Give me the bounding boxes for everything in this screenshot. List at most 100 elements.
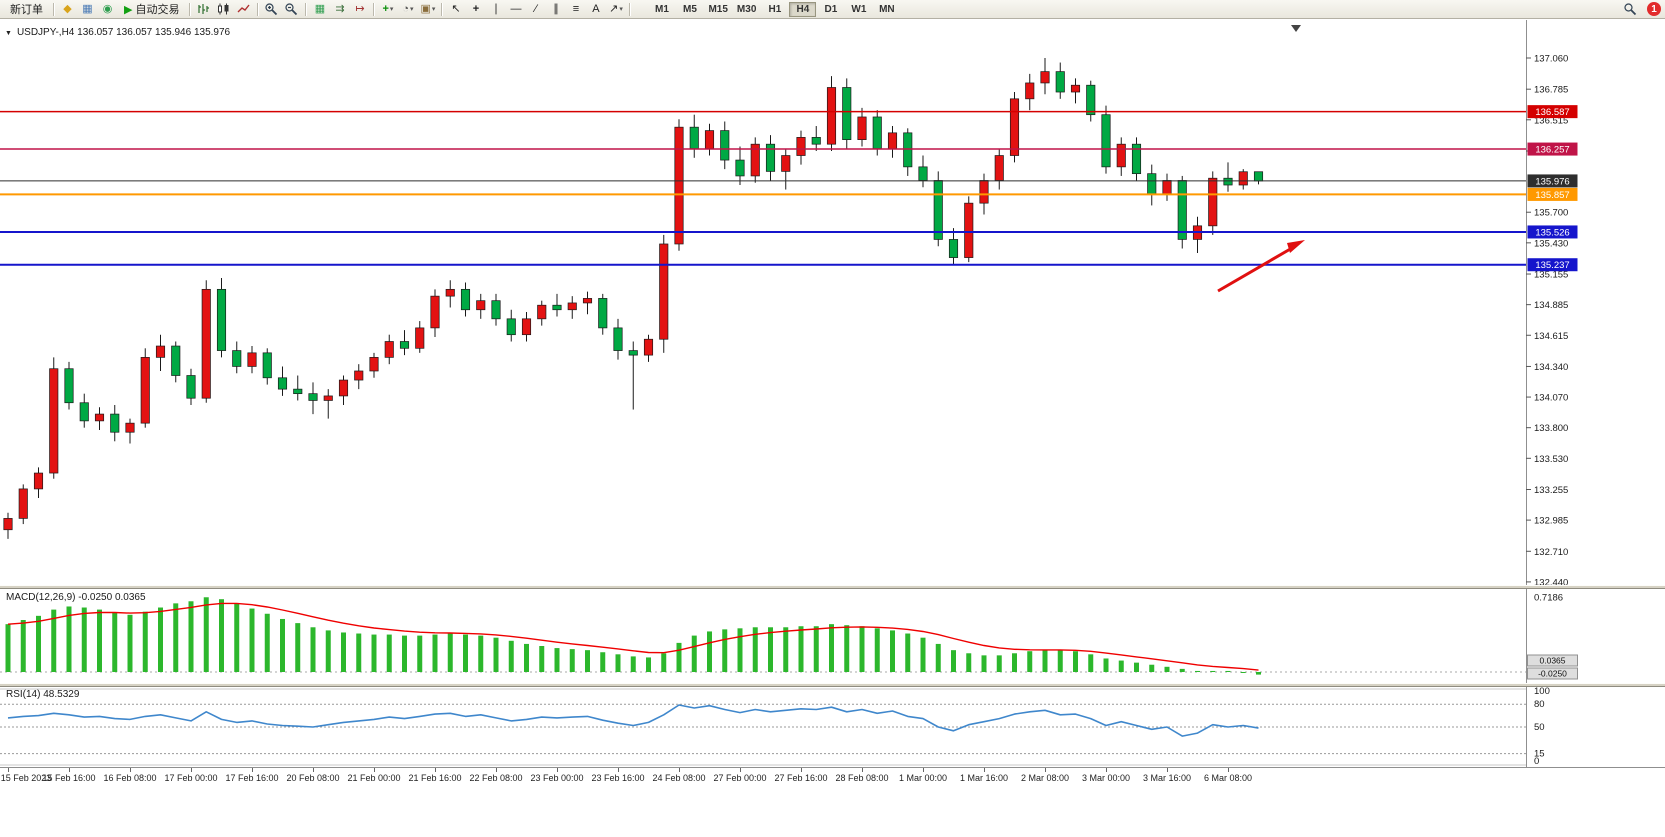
templates-icon[interactable]: ▣ ▾ (418, 1, 437, 17)
trendline-icon[interactable]: ∕ (526, 1, 545, 17)
community-icon[interactable]: ◉ (98, 1, 117, 17)
svg-text:136.515: 136.515 (1534, 115, 1568, 126)
rsi-panel[interactable]: 100 80 50 15 0 RSI(14) 48.5329 (0, 687, 1665, 767)
timeframe-h1-button[interactable]: H1 (768, 3, 782, 15)
timeframe-w1-button[interactable]: W1 (851, 3, 867, 15)
vertical-line-icon-glyph: ∣ (493, 2, 499, 15)
time-label: 17 Feb 00:00 (164, 773, 218, 783)
price-chart-panel[interactable]: 137.060136.785136.515136.240135.700135.4… (0, 20, 1665, 586)
zoom-in-icon (264, 2, 279, 16)
timeframe-m15-button[interactable]: M15 (708, 3, 728, 15)
time-label: 22 Feb 08:00 (469, 773, 523, 783)
rsi-axis[interactable]: 100 80 50 150 (1534, 687, 1550, 767)
data-window-icon[interactable]: ▦ (78, 1, 97, 17)
trendline-icon-glyph: ∕ (535, 2, 537, 15)
dropdown-caret-icon[interactable]: ▾ (389, 5, 394, 13)
time-tick (130, 768, 131, 772)
svg-text:135.976: 135.976 (1535, 176, 1569, 187)
trend-arrow-annotation[interactable] (1217, 240, 1305, 293)
time-label: 15 Feb 16:00 (42, 773, 96, 783)
arrows-icon[interactable]: ↗ ▾ (606, 1, 625, 17)
time-tick (374, 768, 375, 772)
svg-text:134.885: 134.885 (1534, 300, 1568, 311)
autotrading-glyph: ▶ (124, 3, 133, 16)
dropdown-caret-icon[interactable]: ▾ (431, 5, 436, 13)
equidistant-channel-icon-glyph: ∥ (553, 2, 559, 15)
time-tick (191, 768, 192, 772)
time-tick (435, 768, 436, 772)
tile-windows-icon[interactable]: ▦ (310, 1, 329, 17)
timeframe-d1-button[interactable]: D1 (824, 3, 838, 15)
time-label: 20 Feb 08:00 (286, 773, 340, 783)
toolbar-separator (305, 2, 307, 16)
svg-text:133.800: 133.800 (1534, 423, 1568, 434)
autotrading-button[interactable]: ▶ 自动交易 (118, 0, 185, 18)
price-chart-canvas[interactable]: 137.060136.785136.515136.240135.700135.4… (0, 20, 1665, 586)
timeframe-m1-button[interactable]: M1 (655, 3, 669, 15)
dropdown-caret-icon[interactable]: ▾ (619, 5, 623, 13)
time-axis[interactable]: 15 Feb 2023 15 Feb 16:00 16 Feb 08:00 17 Fe… (0, 767, 1665, 787)
time-tick (862, 768, 863, 772)
new-order-button[interactable]: 新订单 (4, 0, 49, 18)
svg-text:135.237: 135.237 (1535, 260, 1569, 271)
tile-windows-icon-glyph: ▦ (314, 2, 326, 15)
horizontal-level-lines[interactable] (0, 110, 1526, 266)
line-chart-icon[interactable] (234, 1, 253, 17)
equidistant-channel-icon[interactable]: ∥ (546, 1, 565, 17)
timeframe-h4-button[interactable]: H4 (789, 1, 817, 17)
svg-text:135.526: 135.526 (1535, 227, 1569, 238)
bars-chart-icon[interactable] (194, 1, 213, 17)
macd-panel[interactable]: 0.7186 0.0365 -0.0250 MACD(12,26,9) -0.025… (0, 589, 1665, 683)
panel-splitter[interactable] (0, 683, 1665, 687)
crosshair-icon[interactable]: + (466, 1, 485, 17)
candlestick-chart-icon (216, 2, 231, 16)
timeframe-m30-button[interactable]: M30 (736, 3, 757, 15)
time-tick (618, 768, 619, 772)
auto-scroll-icon-glyph: ⇉ (335, 2, 345, 15)
zoom-out-icon[interactable] (282, 1, 301, 17)
rsi-line (7, 704, 1259, 737)
svg-text:100: 100 (1534, 687, 1550, 697)
rsi-canvas[interactable]: 100 80 50 150 (0, 687, 1665, 767)
svg-text:-0.0250: -0.0250 (1538, 669, 1567, 679)
notification-badge[interactable]: 1 (1647, 2, 1661, 16)
cursor-icon-glyph: ↖ (451, 2, 461, 15)
toolbar-separator (189, 2, 191, 16)
time-label: 27 Feb 16:00 (774, 773, 828, 783)
zoom-in-icon[interactable] (262, 1, 281, 17)
horizontal-line-icon[interactable]: ― (506, 1, 525, 17)
time-label: 6 Mar 08:00 (1203, 773, 1253, 783)
macd-axis[interactable]: 0.7186 0.0365 -0.0250 (1527, 592, 1578, 680)
one-click-collapse-icon[interactable]: ▼ (5, 30, 12, 37)
fibonacci-icon-glyph: ≡ (572, 2, 580, 15)
time-label: 2 Mar 08:00 (1020, 773, 1070, 783)
fibonacci-icon[interactable]: ≡ (566, 1, 585, 17)
vertical-line-icon[interactable]: ∣ (486, 1, 505, 17)
periods-icon[interactable]: ◔ ▾ (398, 1, 417, 17)
candlesticks (3, 58, 1264, 539)
cursor-icon[interactable]: ↖ (446, 1, 465, 17)
chart-shift-marker-icon[interactable] (1291, 25, 1301, 32)
timeframe-m5-button[interactable]: M5 (683, 3, 697, 15)
time-tick (69, 768, 70, 772)
zoom-out-icon (284, 2, 299, 16)
search-icon[interactable] (1621, 1, 1640, 17)
svg-text:133.530: 133.530 (1534, 454, 1568, 465)
panel-splitter[interactable] (0, 585, 1665, 589)
text-icon[interactable]: A (586, 1, 605, 17)
svg-text:132.985: 132.985 (1534, 516, 1568, 527)
toolbar-separator (373, 2, 375, 16)
svg-text:134.070: 134.070 (1534, 393, 1568, 404)
price-axis[interactable]: 137.060136.785136.515136.240135.700135.4… (1526, 54, 1578, 587)
timeframe-mn-button[interactable]: MN (879, 3, 895, 15)
toolbar-main-group: 新订单 ◆ ▦ ◉ ▶ 自动交易 ▦ ⇉ ↦ + ▾ ◔ ▾ ▣ ▾ ↖ + ∣ ― ∕ ∥ ≡ A ↗ ▾ (4, 0, 633, 18)
candlestick-chart-icon[interactable] (214, 1, 233, 17)
line-chart-icon (236, 2, 251, 16)
macd-canvas[interactable]: 0.7186 0.0365 -0.0250 (0, 589, 1665, 683)
metaeditor-icon[interactable]: ◆ (58, 1, 77, 17)
dropdown-caret-icon[interactable]: ▾ (410, 5, 414, 13)
auto-scroll-icon[interactable]: ⇉ (330, 1, 349, 17)
svg-text:135.857: 135.857 (1535, 190, 1569, 201)
indicators-icon[interactable]: + ▾ (378, 1, 397, 17)
chart-shift-icon[interactable]: ↦ (350, 1, 369, 17)
